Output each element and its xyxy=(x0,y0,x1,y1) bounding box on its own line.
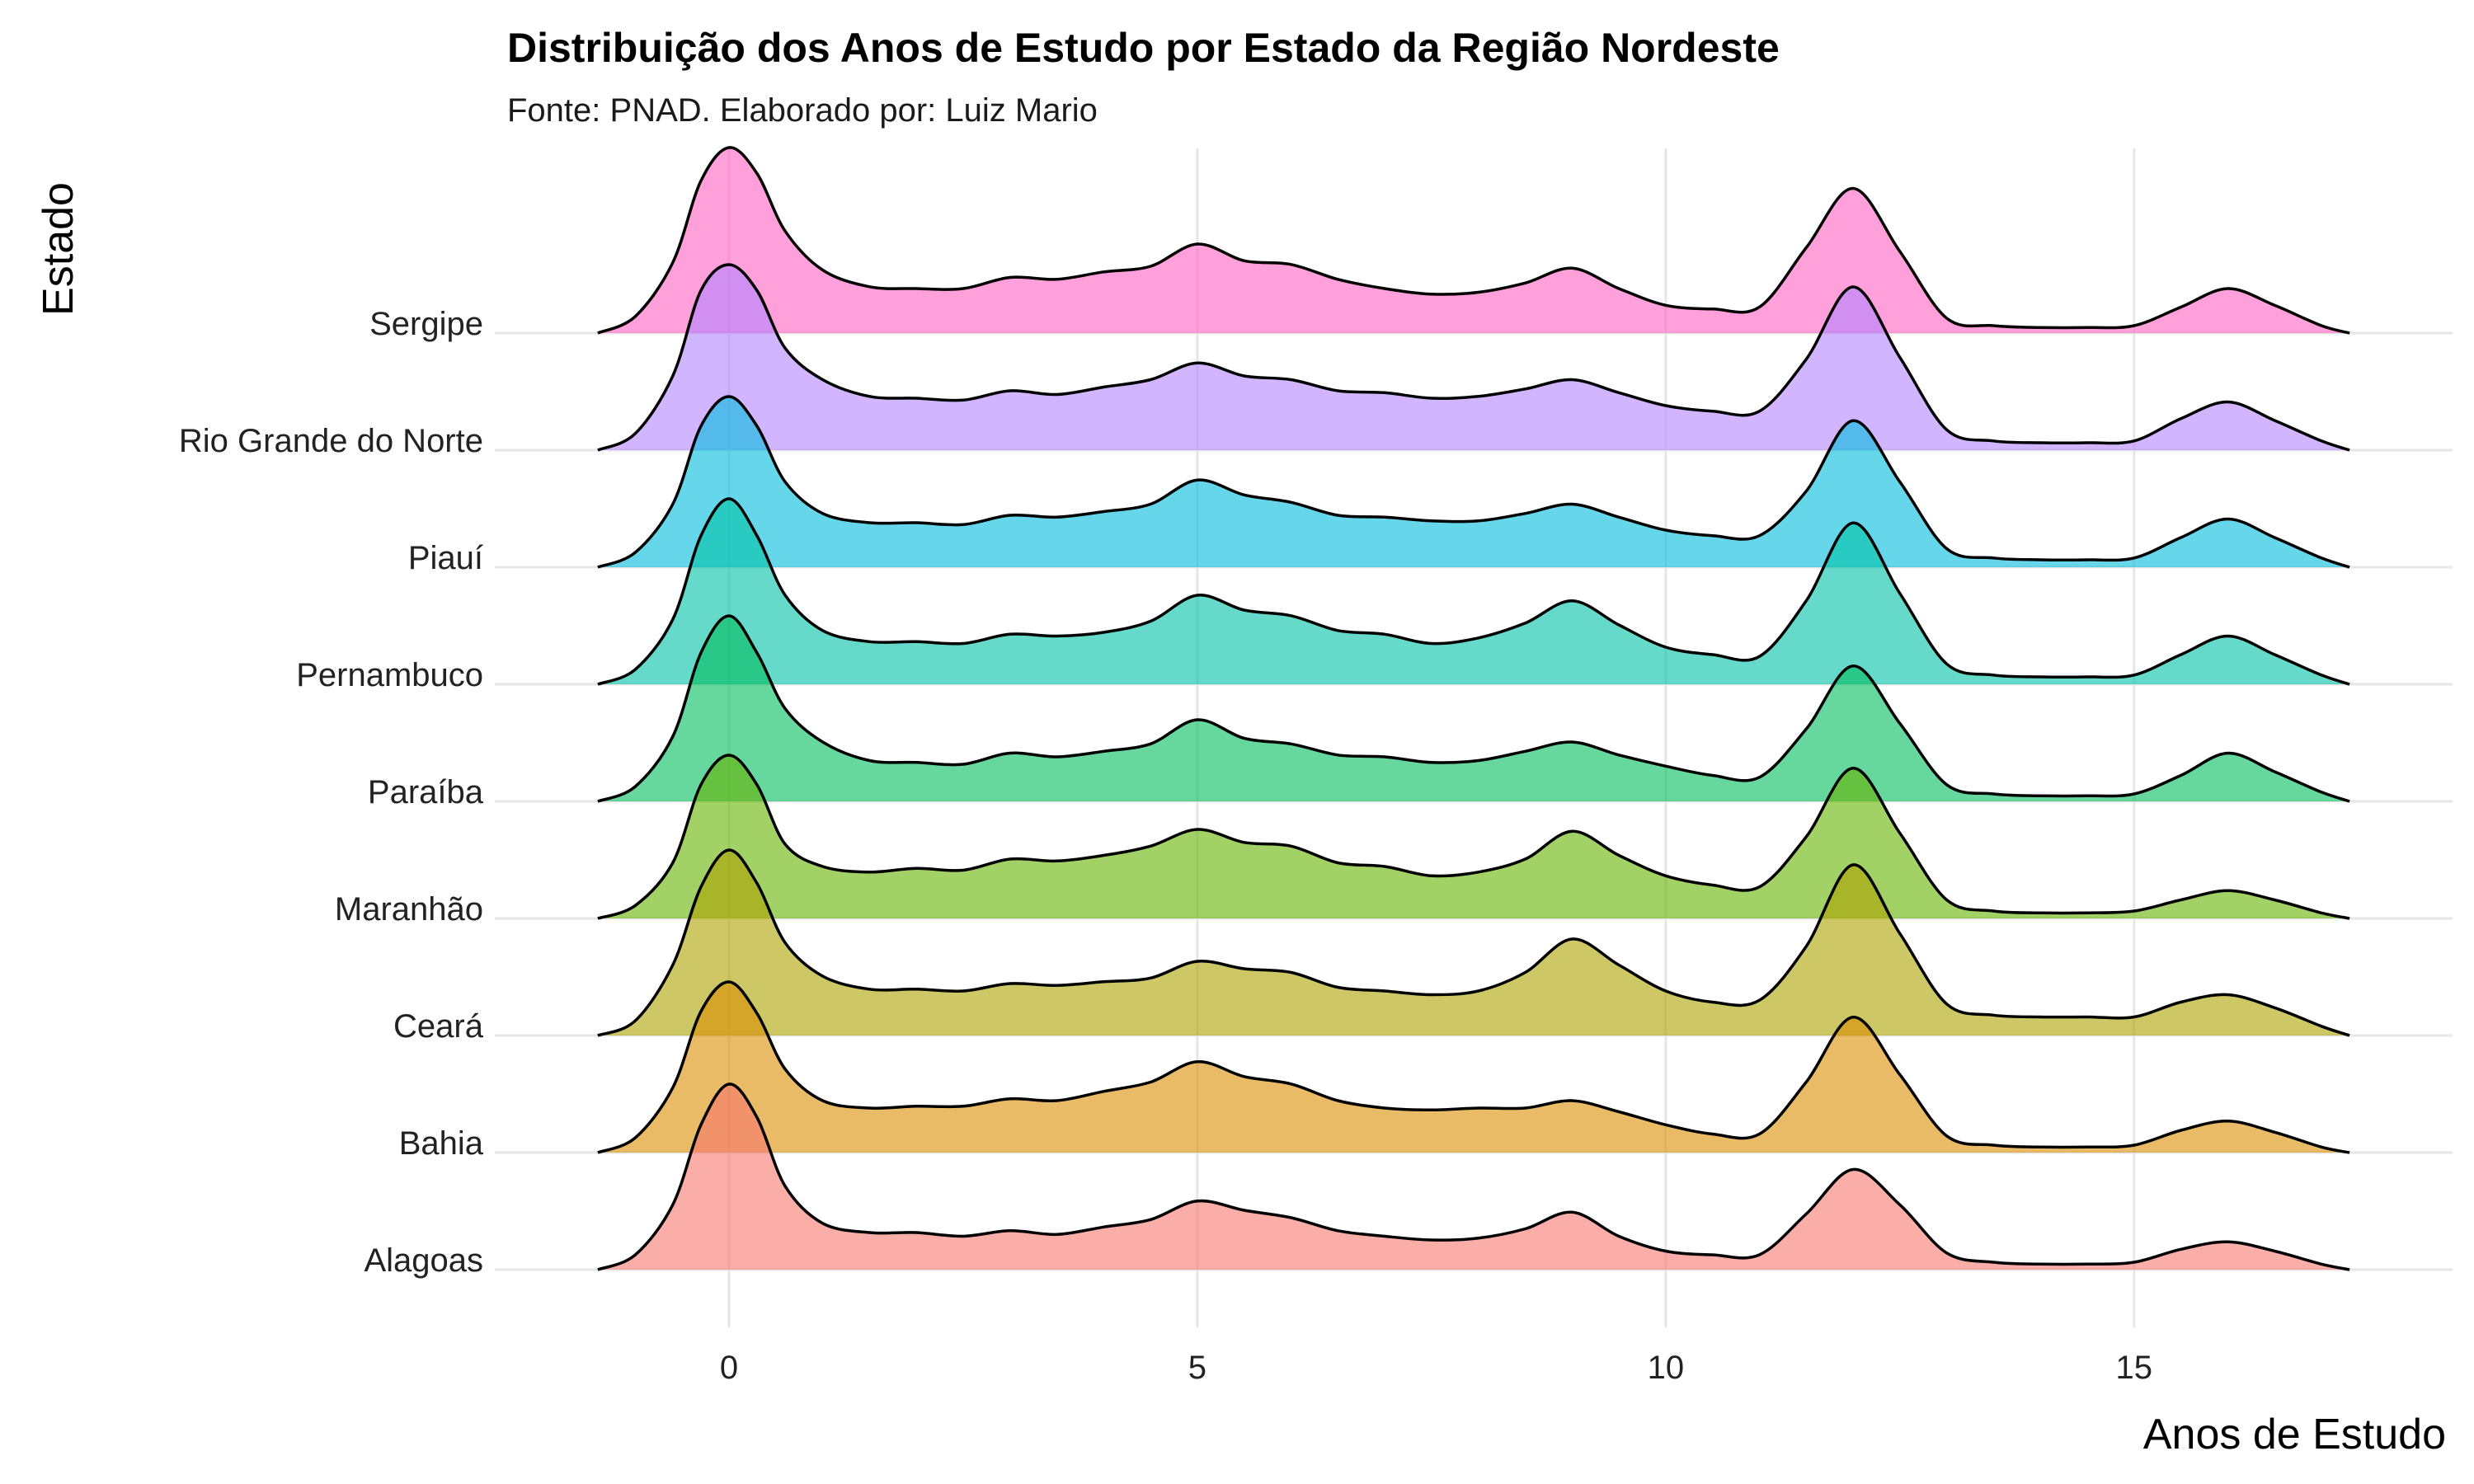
y-tick-label-pernambuco: Pernambuco xyxy=(296,657,483,693)
x-tick-label-2: 10 xyxy=(1648,1350,1685,1386)
chart-title: Distribuição dos Anos de Estudo por Esta… xyxy=(507,25,1780,71)
ridge-line-ceara xyxy=(597,848,2350,1037)
ridge-fill-piaui xyxy=(597,397,2350,567)
y-tick-label-paraiba: Paraíba xyxy=(368,774,484,810)
x-tick-labels: 0 5 10 15 xyxy=(720,1350,2152,1386)
x-tick-label-0: 0 xyxy=(720,1350,738,1386)
ridge-fill-maranhao xyxy=(597,755,2350,918)
y-tick-label-alagoas: Alagoas xyxy=(364,1242,483,1279)
y-axis-title: Estado xyxy=(35,182,82,316)
x-tick-label-1: 5 xyxy=(1188,1350,1206,1386)
y-tick-label-maranhao: Maranhão xyxy=(335,891,483,928)
ridges xyxy=(597,146,2350,1271)
x-axis-title: Anos de Estudo xyxy=(2143,1411,2446,1458)
y-tick-label-piaui: Piauí xyxy=(408,540,483,576)
ridge-line-alagoas xyxy=(597,1082,2350,1271)
ridge-fill-ceara xyxy=(597,849,2350,1036)
y-tick-label-sergipe: Sergipe xyxy=(369,306,483,342)
ridge-fill-sergipe xyxy=(597,147,2350,333)
ridge-line-piaui xyxy=(597,395,2350,569)
ridge-line-pernambuco xyxy=(597,497,2350,686)
ridge-line-paraiba xyxy=(597,614,2350,803)
ridge-fill-bahia xyxy=(597,981,2350,1153)
ridge-fill-alagoas xyxy=(597,1083,2350,1270)
ridge-line-sergipe xyxy=(597,146,2350,335)
y-tick-label-rio-grande-do-norte: Rio Grande do Norte xyxy=(179,423,483,459)
ridge-line-maranhao xyxy=(597,754,2350,920)
ridge-fill-rio-grande-do-norte xyxy=(597,265,2350,450)
ridge-line-bahia xyxy=(597,980,2350,1154)
y-tick-labels: Alagoas Bahia Ceará Maranhão Paraíba Pernambu… xyxy=(179,306,484,1279)
y-tick-label-bahia: Bahia xyxy=(399,1125,484,1162)
ridge-line-rio-grande-do-norte xyxy=(597,263,2350,452)
x-tick-label-3: 15 xyxy=(2116,1350,2153,1386)
chart-subtitle: Fonte: PNAD. Elaborado por: Luiz Mario xyxy=(507,92,1098,129)
y-tick-label-ceara: Ceará xyxy=(393,1008,484,1045)
ridge-fill-pernambuco xyxy=(597,499,2350,684)
